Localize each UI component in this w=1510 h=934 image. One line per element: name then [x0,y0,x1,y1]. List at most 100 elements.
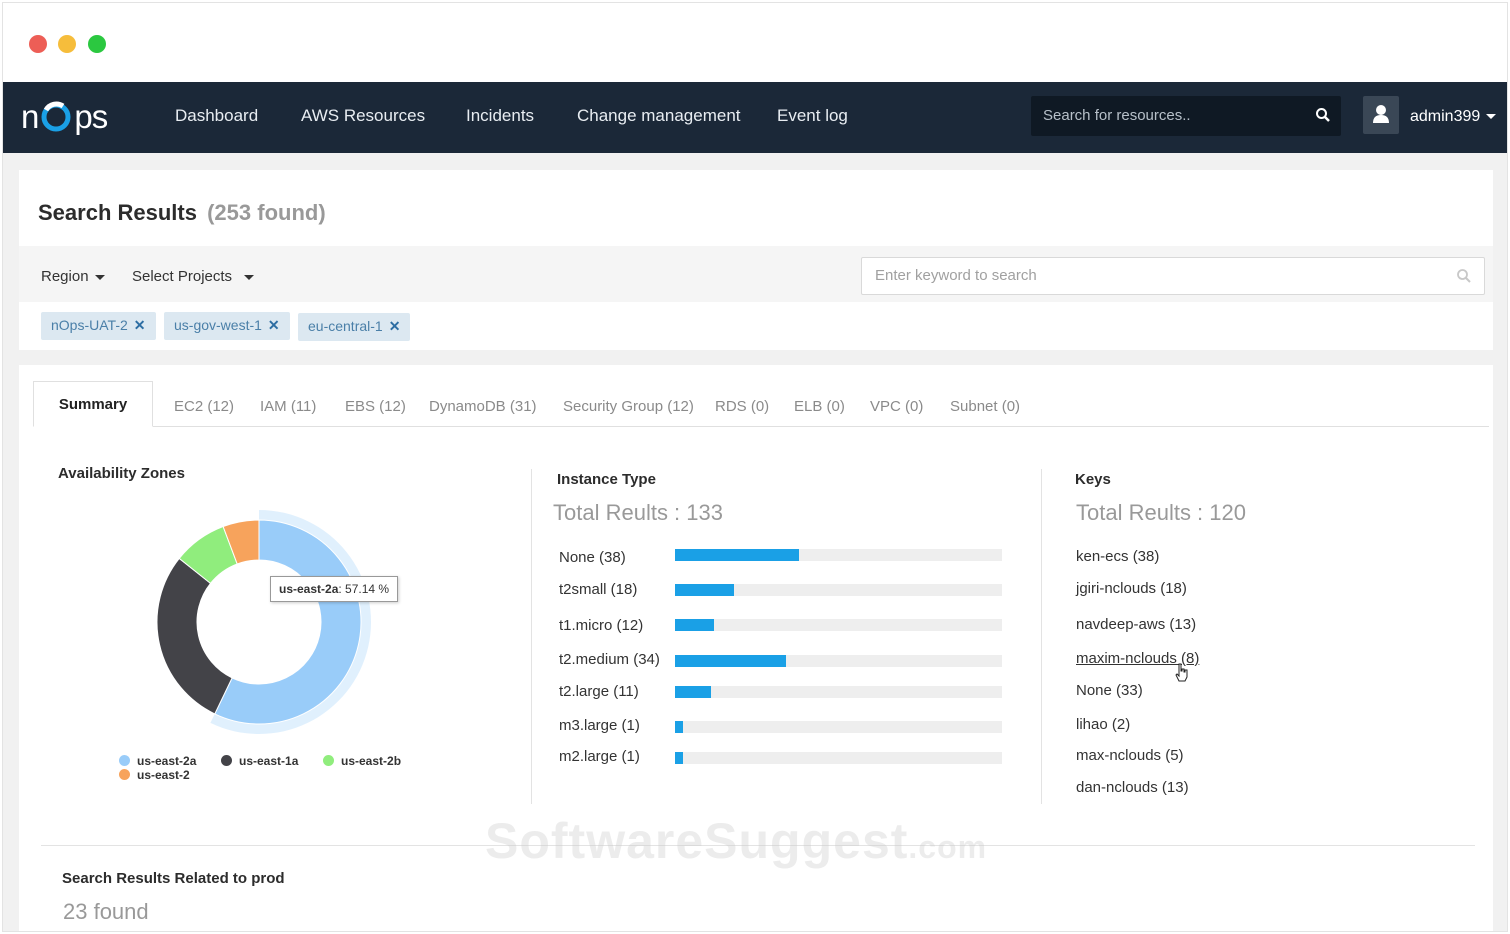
results-count: (253 found) [207,200,326,225]
legend-item[interactable]: us-east-2b [323,754,401,768]
key-item[interactable]: navdeep-aws (13) [1076,616,1197,633]
instance-type-label: t2.large (11) [559,683,639,700]
filter-chip: nOps-UAT-2 ✕ [41,312,156,340]
instance-type-label: None (38) [559,549,626,566]
resource-search-placeholder: Search for resources.. [1043,107,1191,124]
key-item[interactable]: lihao (2) [1076,716,1131,733]
logo-ring-icon [41,101,71,132]
search-icon[interactable] [1315,107,1331,123]
filter-chip-label: eu-central-1 [308,318,383,334]
instance-type-bar [675,655,1002,667]
key-item[interactable]: ken-ecs (38) [1076,548,1160,565]
legend-label: us-east-2 [137,768,190,782]
remove-chip-icon[interactable]: ✕ [133,317,146,333]
donut-slice-us-east-2[interactable] [222,519,260,565]
donut-slice-us-east-1a[interactable] [156,557,233,715]
key-item[interactable]: max-nclouds (5) [1076,747,1184,764]
zoom-window-button[interactable] [88,35,106,53]
tab-dynamodb[interactable]: DynamoDB (31) [429,398,537,415]
region-dropdown-label: Region [41,268,89,285]
instance-type-bar-fill [675,549,800,561]
filter-bar: Region Select Projects Enter keyword to … [19,246,1493,302]
chart-tooltip: us-east-2a: 57.14 % [270,576,399,602]
related-results-title: Search Results Related to prod [62,870,285,887]
tab-ebs[interactable]: EBS (12) [345,398,406,415]
instance-type-bar-fill [675,686,711,698]
remove-chip-icon[interactable]: ✕ [388,318,401,334]
close-window-button[interactable] [29,35,47,53]
tab-rds[interactable]: RDS (0) [715,398,770,415]
user-icon [1373,105,1389,123]
instance-type-bar-fill [675,619,715,631]
summary-panel: Summary EC2 (12) IAM (11) EBS (12) Dynam… [19,365,1493,931]
legend-marker [221,755,232,766]
avatar[interactable] [1363,96,1399,134]
section-divider [41,845,1475,846]
legend-marker [323,755,334,766]
keys-title: Keys [1075,471,1111,488]
resource-search-input[interactable]: Search for resources.. [1031,96,1341,136]
instance-type-bar [675,686,1002,698]
key-item[interactable]: maxim-nclouds (8) [1076,650,1200,667]
donut-slice-us-east-2a[interactable] [214,519,362,725]
key-item[interactable]: dan-nclouds (13) [1076,779,1189,796]
nav-event-log[interactable]: Event log [777,106,848,125]
tab-summary[interactable]: Summary [33,381,153,427]
tab-vpc[interactable]: VPC (0) [870,398,924,415]
tab-security-group[interactable]: Security Group (12) [563,398,694,415]
tab-iam[interactable]: IAM (11) [260,398,317,415]
instance-type-bar-fill [675,655,787,667]
tab-ec2[interactable]: EC2 (12) [174,398,235,415]
availability-zones-donut-chart[interactable] [129,492,389,752]
logo-letter-n: n [21,98,39,135]
nav-incidents[interactable]: Incidents [466,106,535,125]
legend-marker [119,769,130,780]
projects-dropdown-label: Select Projects [132,268,233,285]
instance-type-bar [675,584,1002,596]
filter-chip: eu-central-1 ✕ [298,313,411,341]
tab-subnet[interactable]: Subnet (0) [950,398,1021,415]
instance-type-label: t2small (18) [559,581,638,598]
key-item[interactable]: jgiri-nclouds (18) [1076,580,1187,597]
instance-type-title: Instance Type [557,471,656,488]
watermark-logo: SoftwareSuggest.com [485,812,987,870]
legend-item[interactable]: us-east-1a [221,754,298,768]
nav-aws-resources[interactable]: AWS Resources [301,106,426,125]
projects-dropdown[interactable]: Select Projects [132,268,255,285]
keys-total: Total Reults : 120 [1076,500,1246,525]
user-menu[interactable]: admin399 [1410,108,1497,126]
instance-type-bar-fill [675,721,683,733]
keyword-search-input[interactable]: Enter keyword to search [861,257,1485,295]
page-title: Search Results (253 found) [38,200,326,226]
keyword-search-placeholder: Enter keyword to search [875,267,1037,284]
instance-type-bar [675,549,1002,561]
minimize-window-button[interactable] [58,35,76,53]
instance-type-bar [675,752,1002,764]
instance-type-bar [675,721,1002,733]
top-navbar: n ps Dashboard AWS Resources Incidents C… [3,82,1507,153]
legend-label: us-east-2a [137,754,197,768]
legend-item[interactable]: us-east-2 [119,768,190,782]
nav-dashboard[interactable]: Dashboard [175,106,259,125]
tab-elb[interactable]: ELB (0) [794,398,845,415]
filter-chip: us-gov-west-1 ✕ [164,312,290,340]
region-dropdown[interactable]: Region [41,268,105,285]
search-icon[interactable] [1456,268,1472,284]
column-divider [1041,469,1042,804]
chevron-down-icon [244,274,255,280]
legend-label: us-east-2b [341,754,402,768]
tabs-divider [33,426,1489,427]
watermark-main: SoftwareSuggest [485,813,909,869]
instance-type-label: m3.large (1) [559,717,640,734]
watermark-suffix: .com [908,829,988,865]
user-name-label: admin399 [1410,108,1481,125]
nops-logo[interactable]: n ps [21,96,108,138]
page-title-text: Search Results [38,200,197,225]
nav-change-management[interactable]: Change management [577,106,741,125]
tooltip-label: us-east-2a [279,582,339,596]
instance-type-label: m2.large (1) [559,748,640,765]
legend-label: us-east-1a [239,754,299,768]
key-item[interactable]: None (33) [1076,682,1143,699]
legend-item[interactable]: us-east-2a [119,754,196,768]
remove-chip-icon[interactable]: ✕ [267,317,280,333]
